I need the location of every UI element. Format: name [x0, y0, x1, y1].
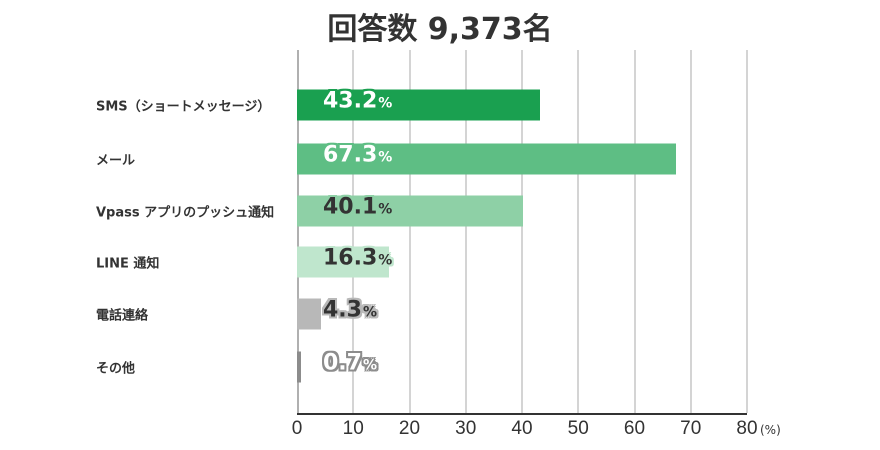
value-label: 67.3% [323, 143, 392, 168]
x-tick-label: 0 [291, 418, 303, 439]
percent-sign: % [362, 357, 378, 374]
value-label: 40.1% [323, 195, 392, 220]
gridline [352, 50, 355, 413]
category-label: メール [96, 153, 136, 169]
category-label: LINE 通知 [96, 256, 160, 272]
bar [297, 89, 540, 121]
gridline [521, 50, 523, 413]
percent-sign: % [378, 149, 393, 166]
x-tick-label: 40 [511, 418, 533, 439]
value-number: 43.2 [323, 88, 378, 114]
y-axis-line [297, 50, 299, 413]
x-tick-label: 20 [398, 418, 421, 439]
category-label: その他 [96, 361, 136, 377]
category-label: SMS（ショートメッセージ） [96, 99, 271, 115]
percent-sign: % [378, 95, 393, 112]
gridline [577, 50, 580, 413]
value-label: 43.2% [323, 89, 392, 114]
percent-sign: % [378, 201, 393, 218]
gridline [464, 50, 467, 413]
value-label: 0.7% [323, 351, 377, 376]
gridline [633, 50, 636, 413]
bar [297, 298, 322, 330]
x-tick-label: 50 [567, 418, 589, 439]
x-axis-line [297, 413, 747, 415]
category-label: 電話連絡 [96, 308, 149, 324]
gridline [746, 50, 748, 413]
gridline [408, 50, 411, 413]
category-label: Vpass アプリのプッシュ通知 [96, 205, 275, 221]
bar [297, 246, 389, 278]
value-label: 16.3% [323, 246, 392, 271]
bar [297, 351, 301, 383]
value-label: 4.3% [323, 298, 377, 323]
value-number: 4.3 [323, 297, 362, 323]
x-axis-unit: (%) [760, 423, 781, 437]
percent-sign: % [362, 304, 378, 321]
x-tick-label: 70 [680, 418, 702, 439]
x-tick-label: 10 [342, 418, 364, 439]
bar [297, 195, 523, 227]
value-number: 0.7 [323, 350, 362, 376]
gridline [689, 50, 692, 413]
value-number: 40.1 [323, 194, 378, 220]
plot-area [297, 50, 748, 413]
percent-sign: % [378, 252, 393, 269]
value-number: 16.3 [323, 245, 378, 271]
bar [297, 143, 676, 175]
x-tick-label: 30 [455, 418, 477, 439]
x-tick-label: 80 [736, 418, 758, 439]
x-tick-label: 60 [623, 418, 646, 439]
chart-title: 回答数 9,373名 [327, 12, 553, 47]
value-number: 67.3 [323, 142, 378, 168]
